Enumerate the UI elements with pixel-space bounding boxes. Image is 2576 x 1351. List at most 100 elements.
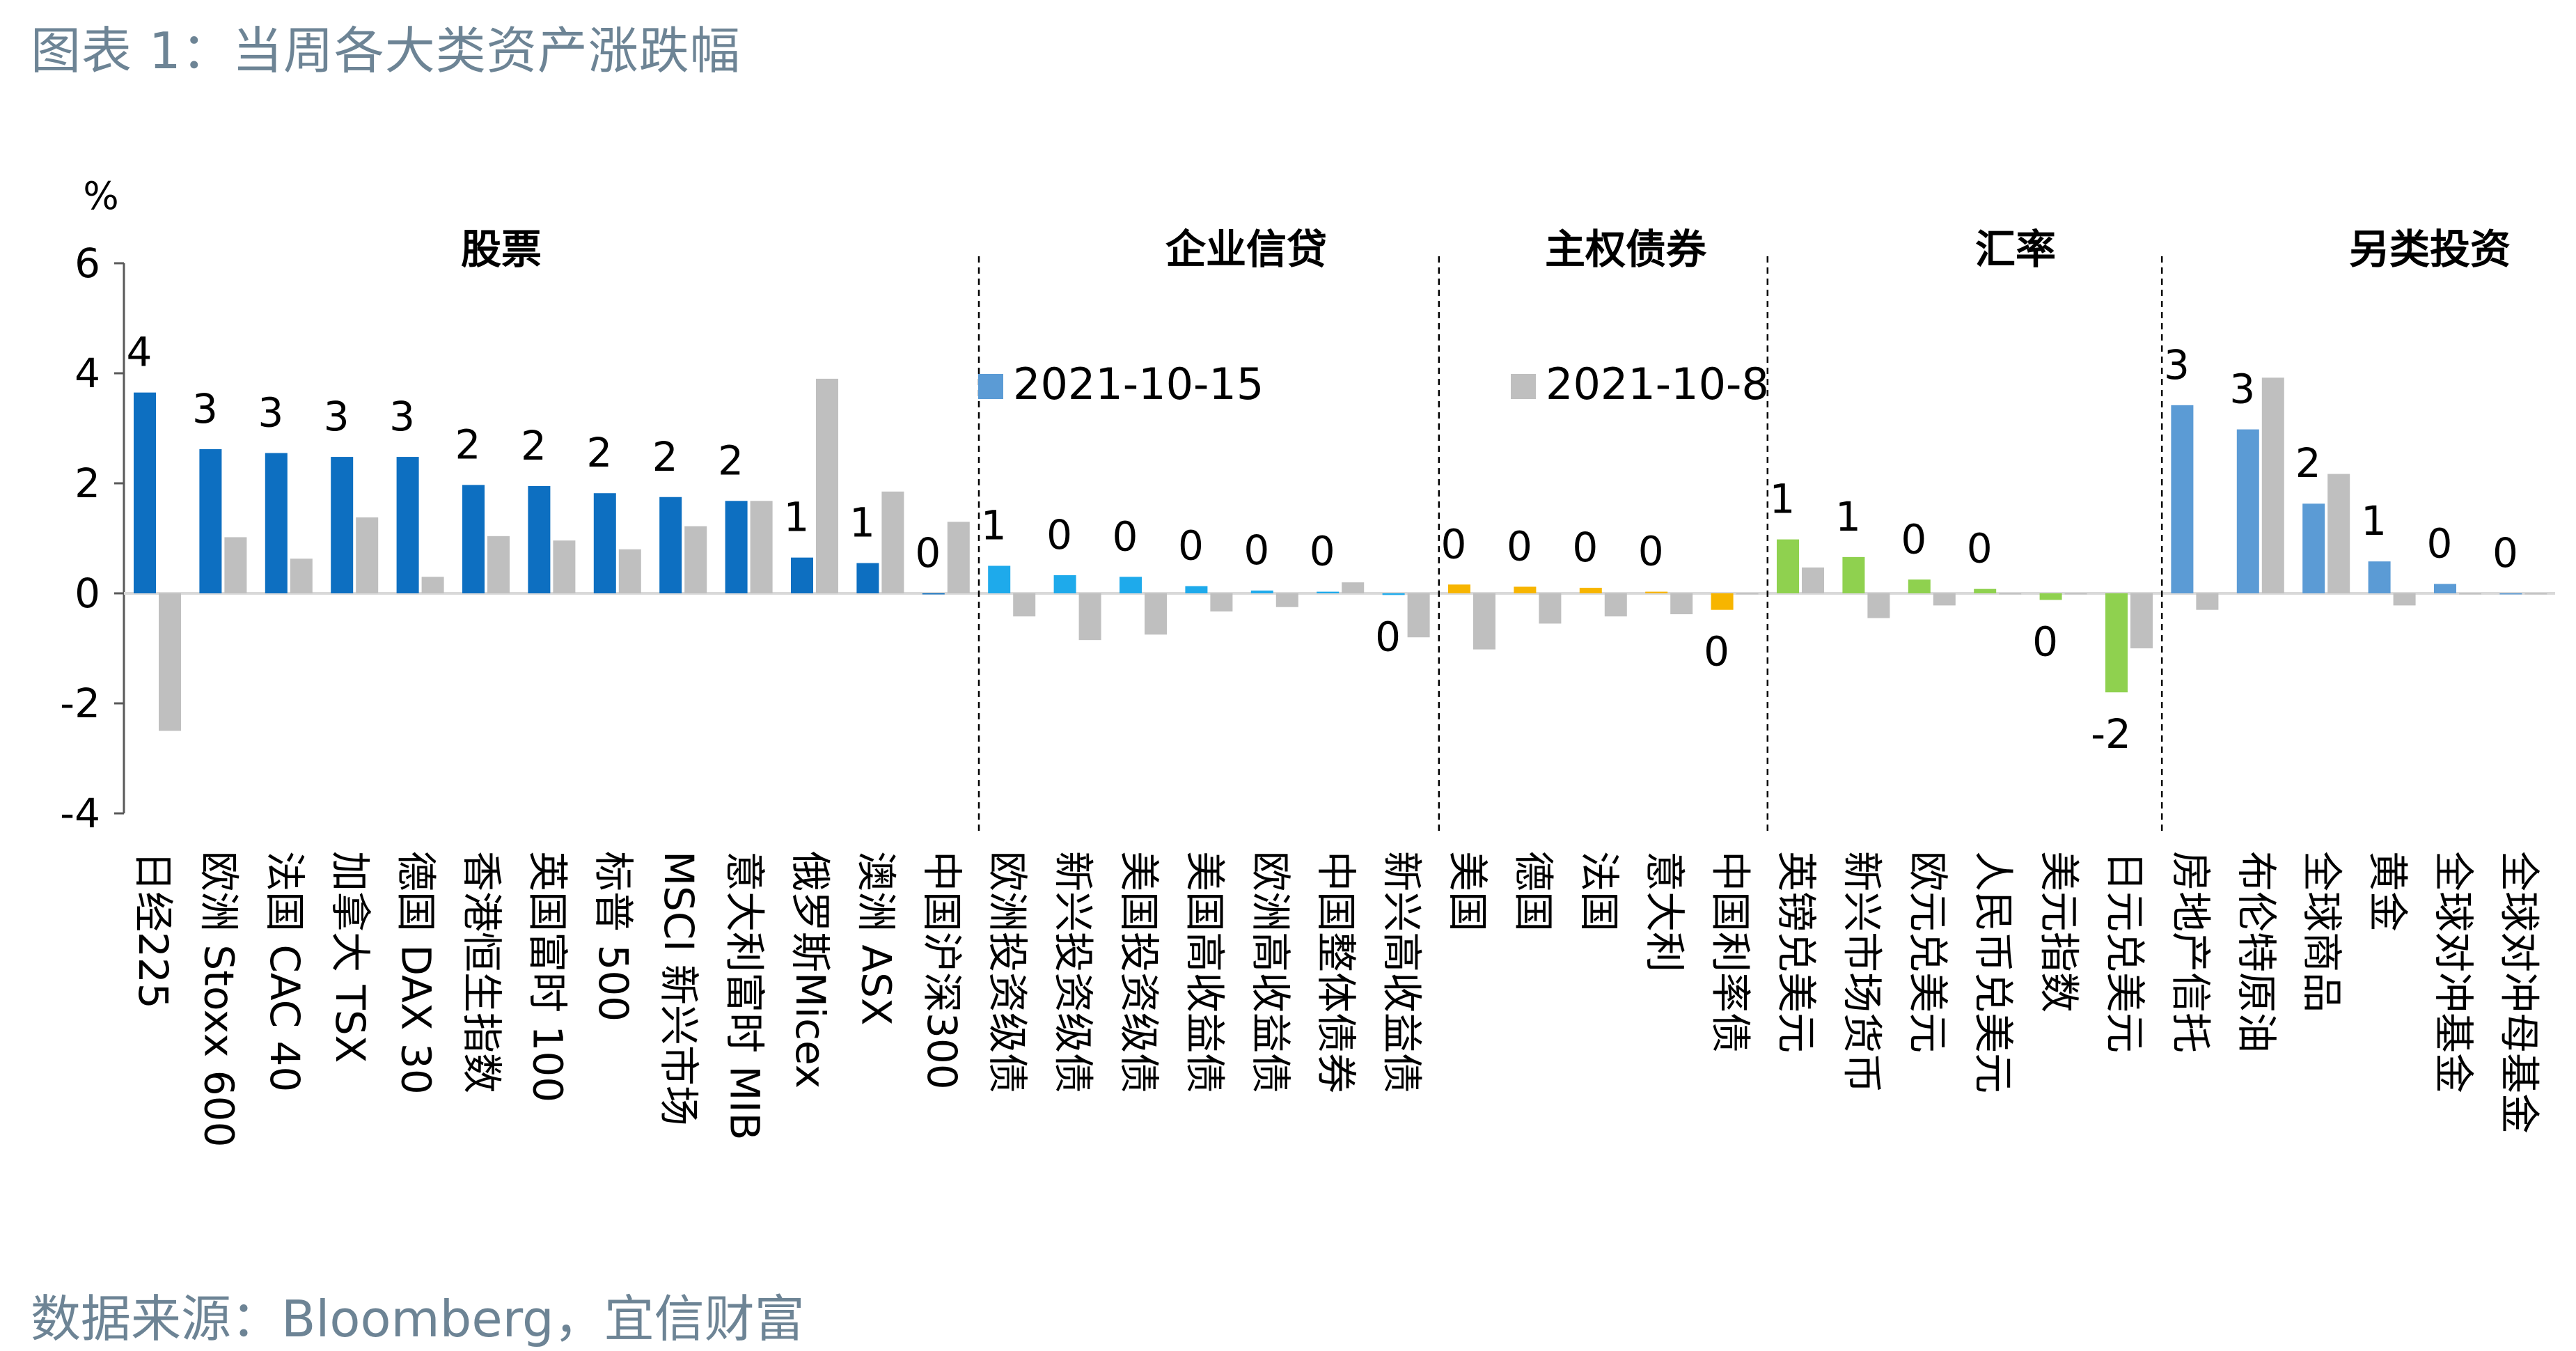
- category-label: 俄罗斯Micex: [787, 851, 834, 1088]
- bar-current: [528, 485, 551, 593]
- category-label: 中国沪深300: [918, 851, 966, 1090]
- data-label: 3: [324, 393, 350, 440]
- bar-previous: [1999, 593, 2022, 595]
- bar-current: [396, 457, 419, 593]
- category-label: 欧洲高收益债: [1247, 851, 1294, 1093]
- bar-previous: [881, 491, 904, 593]
- category-label: 全球对冲基金: [2430, 851, 2477, 1093]
- group-2: 0 美国 0 德国 0 法国 0 意大利 0 中国利率债 主权债券: [1441, 226, 1759, 1053]
- legend-swatch-current: [978, 374, 1003, 399]
- bar-previous: [290, 559, 313, 593]
- data-label: 0: [1178, 522, 1204, 570]
- category-label: 欧元兑美元: [1904, 851, 1951, 1053]
- bar-current: [2368, 561, 2391, 593]
- bar-current: [1317, 591, 1340, 593]
- bar-current: [1579, 588, 1602, 593]
- category-label: 美国高收益债: [1181, 851, 1228, 1093]
- data-label: 1: [784, 494, 810, 541]
- bar-current: [2499, 593, 2522, 595]
- data-source-note: 数据来源：Bloomberg，宜信财富: [31, 1290, 805, 1348]
- bar-previous: [2261, 377, 2284, 593]
- bar-current: [2434, 584, 2456, 593]
- category-label: 欧洲 Stoxx 600: [195, 851, 242, 1148]
- bar-previous: [2327, 474, 2350, 593]
- category-label: 中国整体债券: [1312, 851, 1360, 1093]
- data-label: 1: [1835, 493, 1861, 540]
- bar-current: [199, 449, 222, 593]
- category-label: 新兴市场货币: [1838, 851, 1885, 1093]
- legend-swatch-previous: [1511, 374, 1536, 399]
- bar-current: [856, 563, 879, 593]
- bar-previous: [1013, 593, 1036, 617]
- bar-previous: [2459, 593, 2481, 595]
- group-title: 股票: [461, 226, 542, 273]
- data-label: 3: [258, 389, 283, 437]
- bar-current: [1645, 591, 1668, 593]
- bar-current: [2171, 405, 2194, 593]
- data-label: 3: [192, 385, 218, 432]
- bar-current: [1777, 539, 1799, 593]
- category-label: 新兴投资级债: [1050, 851, 1097, 1093]
- data-label: 0: [1046, 511, 1072, 559]
- y-tick-label: 0: [74, 570, 100, 617]
- bar-previous: [2524, 593, 2547, 595]
- data-label: 1: [981, 502, 1007, 549]
- category-label: 黄金: [2364, 851, 2412, 932]
- bar-current: [462, 485, 485, 593]
- bar-current: [725, 501, 748, 593]
- legend-label-current: 2021-10-15: [1013, 359, 1264, 409]
- bar-current: [134, 392, 156, 593]
- data-label: 0: [1572, 524, 1598, 571]
- category-label: 美元指数: [2036, 851, 2083, 1013]
- group-title: 汇率: [1975, 226, 2056, 273]
- bar-previous: [1670, 593, 1693, 615]
- data-label: 3: [2229, 366, 2255, 413]
- category-label: MSCI 新兴市场: [655, 851, 702, 1126]
- data-label: 1: [1770, 476, 1796, 523]
- data-label: 2: [521, 422, 547, 469]
- bar-current: [922, 593, 945, 595]
- category-label: 人民币兑美元: [1970, 851, 2017, 1093]
- category-label: 意大利: [1641, 851, 1688, 972]
- figure-title: 图表 1：当周各大类资产涨跌幅: [31, 22, 741, 80]
- group-4: 3 房地产信托 3 布伦特原油 2 全球商品 1 黄金 0 全球对冲基金 0 全球对冲母基金 另类投资: [2164, 226, 2547, 1134]
- data-label: 2: [586, 429, 612, 476]
- data-label: 0: [2032, 618, 2058, 665]
- bar-previous: [421, 577, 444, 593]
- bar-current: [1185, 586, 1208, 593]
- bar-previous: [816, 378, 838, 593]
- group-title: 另类投资: [2349, 226, 2511, 273]
- data-label: 0: [1375, 613, 1401, 660]
- bar-previous: [1473, 593, 1495, 650]
- data-label: 3: [389, 393, 415, 440]
- bar-previous: [2196, 593, 2219, 610]
- y-tick-label: 2: [74, 460, 100, 507]
- bar-previous: [1539, 593, 1562, 624]
- data-label: 0: [1901, 515, 1926, 563]
- bar-previous: [1342, 582, 1365, 593]
- category-label: 标普 500: [590, 851, 637, 1022]
- bar-previous: [487, 536, 510, 593]
- bar-current: [265, 453, 288, 593]
- bar-previous: [356, 517, 379, 593]
- group-1: 1 欧洲投资级债 0 新兴投资级债 0 美国投资级债 0 美国高收益债 0 欧洲高收益债 0 中国整体…: [981, 226, 1430, 1093]
- category-label: 法国: [1576, 851, 1623, 932]
- bar-current: [988, 565, 1011, 593]
- data-label: 0: [1310, 528, 1335, 575]
- data-label: 4: [127, 329, 152, 376]
- category-label: 澳洲 ASX: [852, 851, 900, 1026]
- y-tick-label: -2: [60, 680, 100, 727]
- bar-previous: [2393, 593, 2416, 606]
- y-axis-unit: %: [83, 174, 118, 218]
- bar-current: [593, 493, 616, 593]
- y-tick-label: 4: [74, 350, 100, 397]
- bar-previous: [684, 526, 707, 593]
- data-label: 0: [1507, 523, 1532, 570]
- category-label: 加拿大 TSX: [327, 851, 374, 1063]
- bar-previous: [618, 549, 641, 593]
- category-label: 全球商品: [2298, 851, 2346, 1013]
- y-tick-label: -4: [60, 790, 100, 837]
- category-label: 美国投资级债: [1115, 851, 1163, 1093]
- bar-previous: [1078, 593, 1101, 641]
